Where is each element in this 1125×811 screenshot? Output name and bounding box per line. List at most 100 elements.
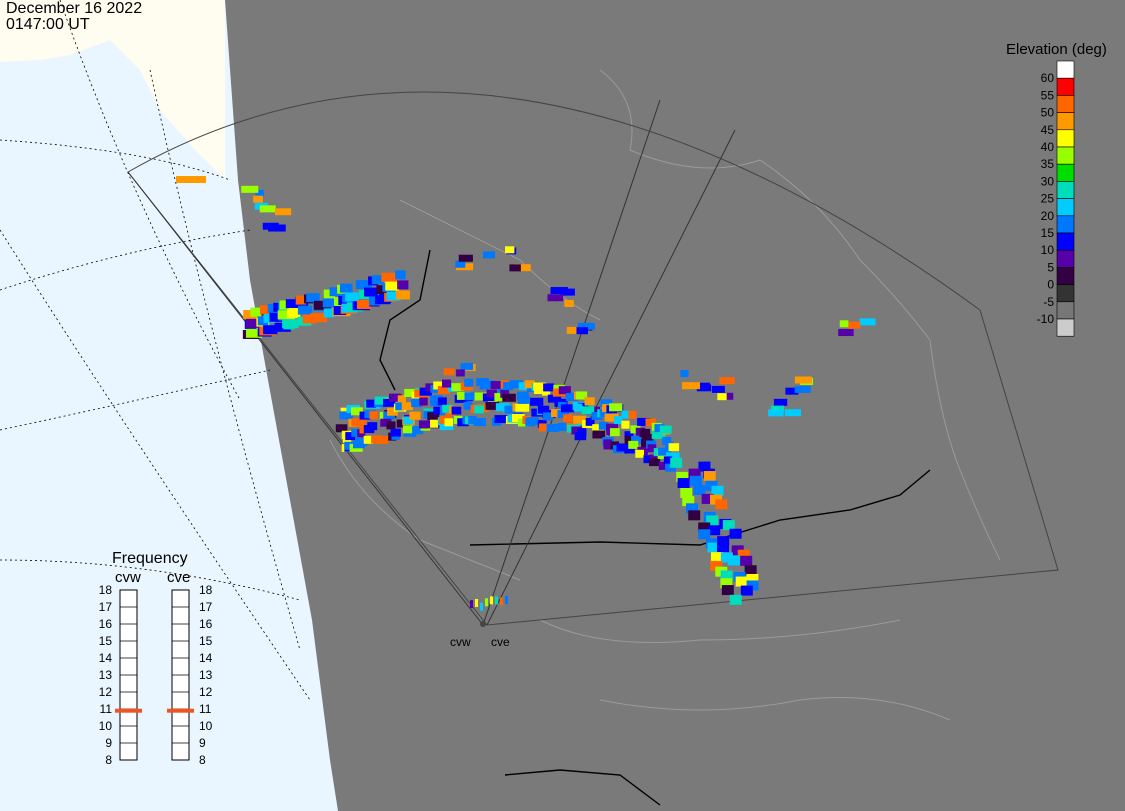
scatter-cell bbox=[628, 440, 639, 449]
scatter-cell bbox=[442, 404, 454, 413]
legend-swatch bbox=[1056, 267, 1075, 285]
scatter-cell bbox=[245, 328, 263, 338]
scatter-cell bbox=[253, 195, 263, 203]
scatter-cell bbox=[302, 314, 317, 324]
scatter-cell bbox=[698, 522, 711, 533]
scatter-cell bbox=[369, 411, 378, 420]
scatter-cell bbox=[409, 411, 421, 420]
scatter-cell bbox=[250, 307, 261, 317]
scatter-cell bbox=[557, 410, 570, 419]
frequency-tick-right: 15 bbox=[199, 634, 213, 648]
scatter-cell bbox=[402, 425, 413, 434]
scatter-cell bbox=[604, 413, 619, 422]
scatter-cell bbox=[663, 456, 673, 465]
legend-label: 5 bbox=[1047, 260, 1054, 274]
scatter-cell bbox=[245, 318, 262, 328]
scatter-cell bbox=[737, 549, 750, 560]
scatter-cell bbox=[577, 428, 587, 437]
scatter-cell bbox=[269, 312, 286, 322]
scatter-cell bbox=[367, 422, 378, 431]
scatter-cell bbox=[464, 392, 475, 401]
frequency-tick-left: 10 bbox=[99, 719, 113, 733]
lat-lon-grid bbox=[0, 0, 311, 701]
scatter-cell bbox=[505, 595, 508, 604]
scatter-cell bbox=[838, 329, 854, 337]
scatter-cell bbox=[383, 398, 396, 407]
scatter-cell bbox=[703, 471, 716, 482]
scatter-cell bbox=[263, 325, 278, 335]
scatter-cell bbox=[729, 594, 742, 605]
scatter-cell bbox=[701, 493, 714, 504]
country-borders bbox=[379, 249, 931, 806]
scatter-cell bbox=[494, 415, 508, 424]
scatter-cell bbox=[386, 291, 401, 301]
scatter-cell bbox=[648, 458, 661, 467]
scatter-cell bbox=[390, 428, 401, 437]
scatter-cell bbox=[474, 392, 489, 401]
frequency-marker bbox=[167, 708, 194, 713]
scatter-cell bbox=[768, 409, 784, 417]
scatter-cell bbox=[517, 395, 530, 404]
scatter-cell bbox=[591, 411, 603, 420]
scatter-cell bbox=[495, 596, 498, 605]
scatter-cell bbox=[624, 431, 634, 440]
site-label-cve: cve bbox=[491, 635, 510, 649]
scatter-cell bbox=[470, 600, 473, 609]
frequency-tick-left: 9 bbox=[105, 736, 112, 750]
scatter-cell bbox=[564, 299, 574, 307]
frequency-tick-right: 12 bbox=[199, 685, 213, 699]
scatter-cell bbox=[443, 368, 455, 376]
frequency-tick-right: 17 bbox=[199, 600, 213, 614]
scatter-cell bbox=[485, 401, 500, 410]
scatter-cell bbox=[621, 410, 632, 419]
scatter-cell bbox=[418, 420, 428, 429]
scatter-cell bbox=[710, 560, 723, 571]
scatter-cell bbox=[282, 319, 299, 329]
scatter-cell bbox=[526, 417, 539, 426]
scatter-cell bbox=[680, 488, 693, 499]
scatter-cell bbox=[689, 475, 702, 486]
scatter-cell bbox=[558, 386, 571, 395]
scatter-cell bbox=[335, 424, 348, 433]
scatter-cell bbox=[592, 424, 604, 433]
scatter-cell bbox=[366, 399, 377, 408]
scatter-cell bbox=[388, 393, 401, 402]
scatter-cell bbox=[530, 397, 544, 406]
scatter-cell bbox=[288, 308, 301, 317]
scatter-cell bbox=[495, 403, 510, 412]
scatter-cell bbox=[395, 270, 406, 280]
scatter-cell bbox=[848, 321, 861, 329]
scatter-cell bbox=[746, 573, 759, 584]
scatter-cell bbox=[542, 387, 551, 396]
legend-swatch bbox=[1056, 60, 1075, 79]
scatter-cell bbox=[285, 299, 301, 309]
scatter-cell bbox=[259, 205, 276, 213]
legend-label: 0 bbox=[1047, 278, 1054, 292]
legend-swatch bbox=[1056, 215, 1075, 234]
scatter-cell bbox=[460, 362, 474, 370]
legend-swatch bbox=[1056, 129, 1075, 148]
legend-swatch bbox=[1056, 77, 1075, 96]
scatter-cell bbox=[698, 529, 711, 540]
scatter-cell bbox=[859, 318, 876, 326]
scatter-cell bbox=[746, 580, 759, 591]
frequency-tick-right: 11 bbox=[199, 702, 212, 716]
scatter-cell bbox=[386, 421, 396, 430]
radar-scatter bbox=[176, 176, 876, 611]
scatter-cell bbox=[576, 327, 588, 335]
scatter-cell bbox=[468, 415, 477, 424]
scatter-cell bbox=[322, 298, 336, 308]
scatter-cell bbox=[717, 542, 730, 553]
scatter-cell bbox=[603, 441, 613, 450]
scatter-cell bbox=[356, 300, 371, 309]
scatter-cell bbox=[547, 394, 562, 403]
legend-swatch bbox=[1056, 181, 1075, 199]
scatter-cell bbox=[355, 280, 372, 289]
scatter-cell bbox=[547, 294, 564, 302]
scatter-cell bbox=[419, 387, 432, 396]
scatter-cell bbox=[600, 399, 613, 408]
scatter-cell bbox=[464, 378, 474, 387]
scatter-cell bbox=[345, 292, 359, 302]
legend-swatch bbox=[1056, 198, 1075, 217]
